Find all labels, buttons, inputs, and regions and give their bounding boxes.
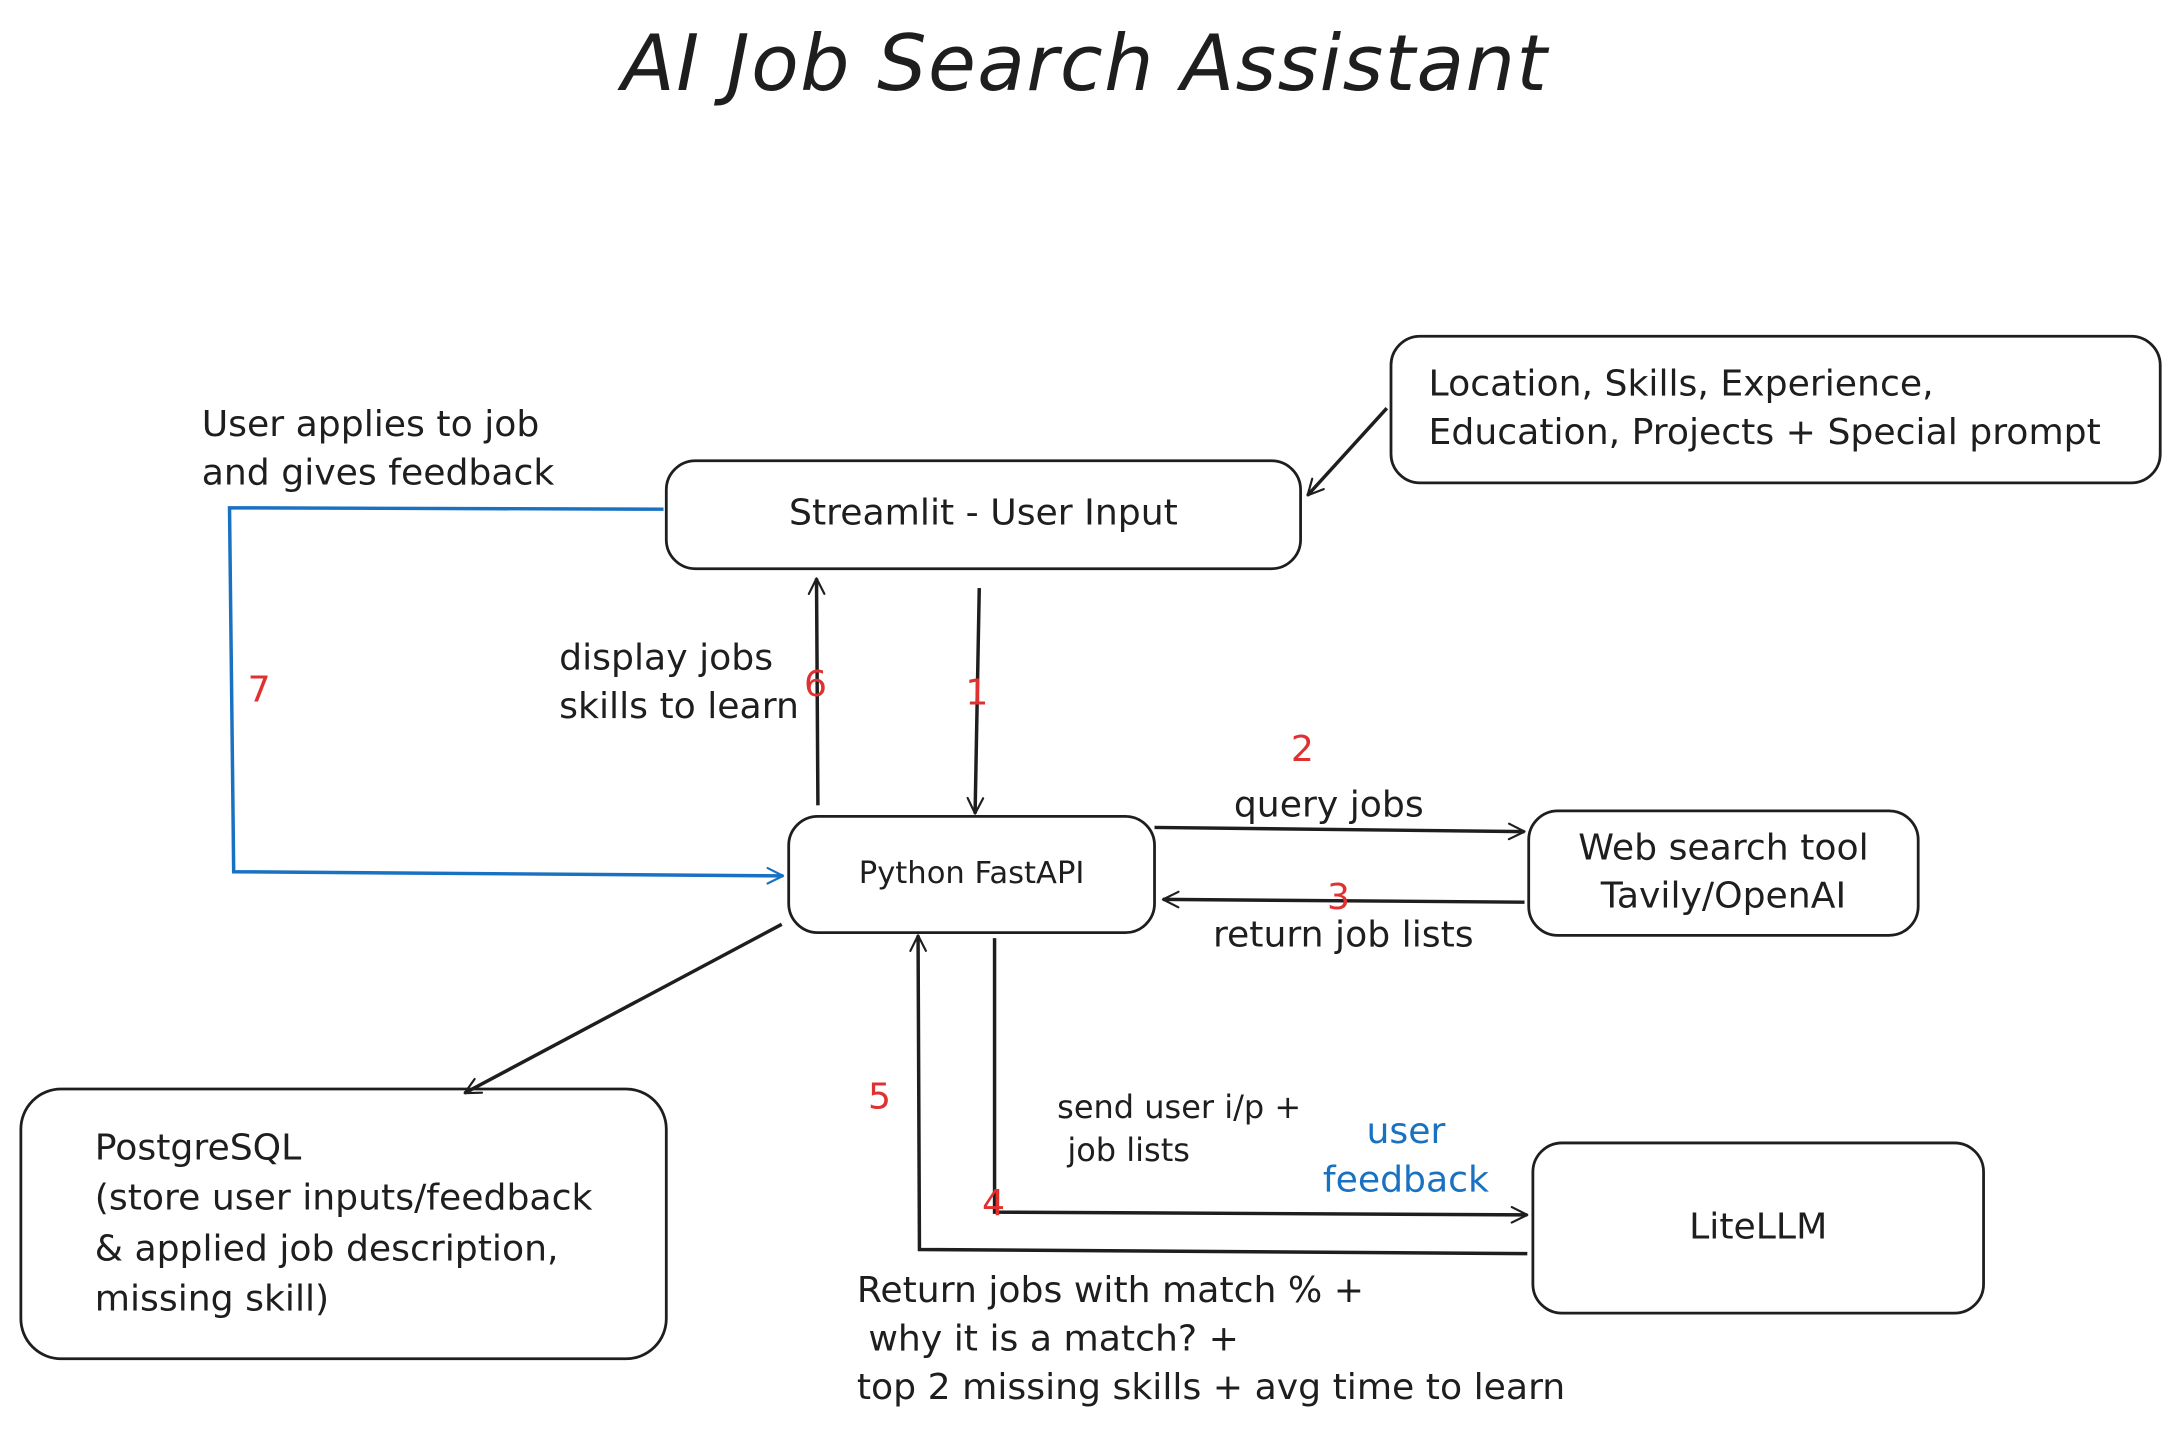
edge-4-step: 4 xyxy=(982,1183,1006,1225)
edge-3 xyxy=(1161,890,1525,909)
edge-5-step: 5 xyxy=(867,1076,892,1119)
node-litellm: LiteLLM xyxy=(1531,1141,1985,1315)
node-user-inputs-label: Location, Skills, Experience, Education,… xyxy=(1428,363,2101,454)
edge-4-feedback-label: user feedback xyxy=(1322,1111,1489,1202)
node-web-search: Web search tool Tavily/OpenAI xyxy=(1527,809,1920,937)
edge-7 xyxy=(227,506,785,885)
edge-fastapi-to-postgres xyxy=(463,922,783,1095)
edge-6-step: 6 xyxy=(803,664,828,706)
node-litellm-label: LiteLLM xyxy=(1689,1206,1828,1249)
edge-6 xyxy=(807,577,826,806)
edge-3-step: 3 xyxy=(1327,877,1351,919)
edge-6-label: display jobs skills to learn xyxy=(559,637,799,728)
edge-2 xyxy=(1154,822,1526,841)
edge-4 xyxy=(992,938,1529,1224)
edge-2-label: query jobs xyxy=(1233,784,1424,827)
node-web-search-label: Web search tool Tavily/OpenAI xyxy=(1578,827,1869,918)
edge-5-label: Return jobs with match % + why it is a m… xyxy=(856,1270,1566,1409)
edge-4-label: send user i/p + job lists xyxy=(1057,1090,1302,1170)
node-streamlit: Streamlit - User Input xyxy=(664,459,1302,571)
node-streamlit-label: Streamlit - User Input xyxy=(789,493,1178,535)
edge-inputs-to-streamlit xyxy=(1306,407,1389,497)
edge-1-step: 1 xyxy=(965,672,989,714)
node-fastapi: Python FastAPI xyxy=(787,814,1156,934)
node-fastapi-label: Python FastAPI xyxy=(858,856,1085,892)
edge-3-label: return job lists xyxy=(1212,914,1474,957)
edge-7-label: User applies to job and gives feedback xyxy=(201,404,555,495)
edge-2-step: 2 xyxy=(1290,729,1314,771)
node-user-inputs: Location, Skills, Experience, Education,… xyxy=(1389,334,2162,485)
node-postgres-label: PostgreSQL (store user inputs/feedback &… xyxy=(94,1127,593,1320)
node-postgres: PostgreSQL (store user inputs/feedback &… xyxy=(19,1087,668,1361)
edge-1 xyxy=(966,588,985,815)
edge-7-step: 7 xyxy=(247,669,271,712)
diagram-title: AI Job Search Assistant xyxy=(621,19,1549,110)
edge-5 xyxy=(909,934,1528,1256)
